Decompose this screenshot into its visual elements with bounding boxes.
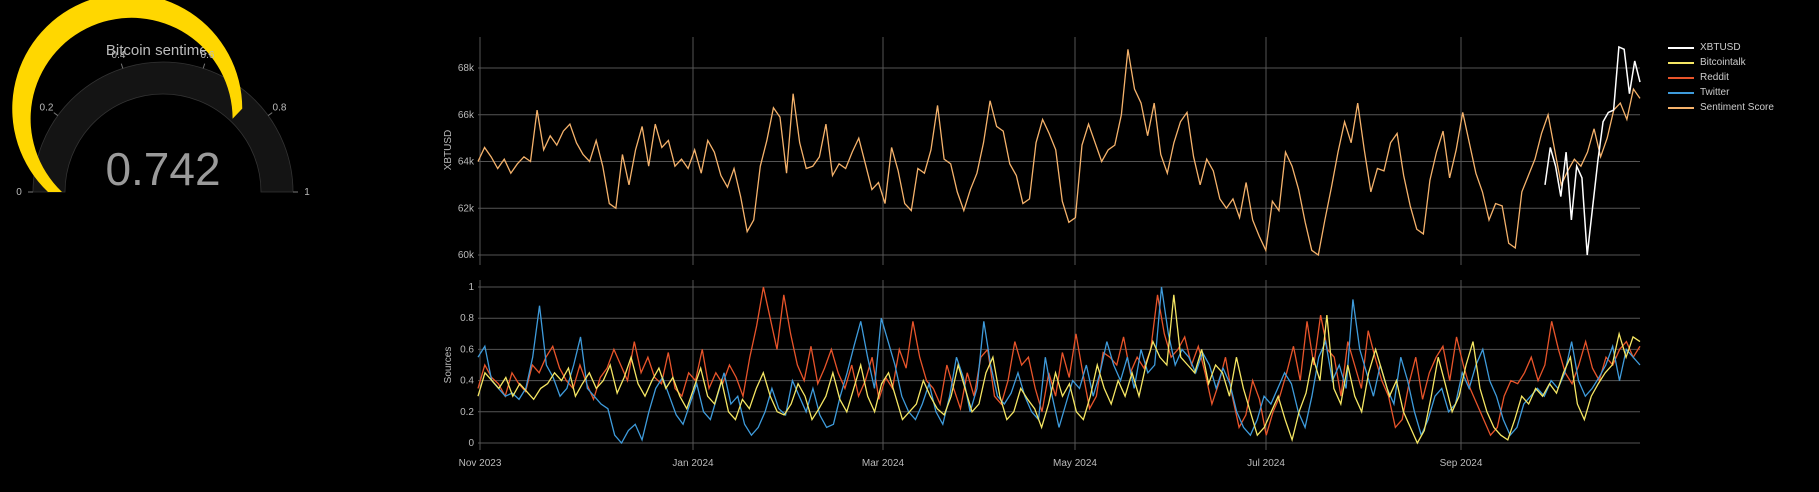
svg-text:Sep 2024: Sep 2024 xyxy=(1440,458,1483,469)
price-y-axis-label: XBTUSD xyxy=(443,130,454,171)
svg-text:0: 0 xyxy=(468,438,474,449)
legend-label: Reddit xyxy=(1700,72,1729,83)
svg-text:1: 1 xyxy=(304,187,310,198)
legend-label: Sentiment Score xyxy=(1700,102,1774,113)
legend-label: Bitcointalk xyxy=(1700,57,1746,68)
svg-text:0.6: 0.6 xyxy=(460,344,474,355)
gauge-svg: Bitcoin sentiment 0 0.2 0.4 0.6 0.8 1 0.742 xyxy=(12,0,310,198)
svg-text:64k: 64k xyxy=(458,157,475,168)
sources-grid: 0 0.2 0.4 0.6 0.8 1 xyxy=(460,280,1640,450)
gauge-value: 0.742 xyxy=(105,143,220,195)
svg-text:Jul 2024: Jul 2024 xyxy=(1247,458,1285,469)
price-grid: 60k 62k 64k 66k 68k xyxy=(458,37,1640,265)
svg-text:0.6: 0.6 xyxy=(201,50,215,61)
svg-text:Mar 2024: Mar 2024 xyxy=(862,458,905,469)
legend-swatch xyxy=(1668,91,1694,94)
legend-swatch xyxy=(1668,106,1694,109)
sources-chart[interactable]: 0 0.2 0.4 0.6 0.8 1 Sources xyxy=(443,280,1641,450)
legend-label: Twitter xyxy=(1700,87,1730,98)
price-lines xyxy=(477,45,1641,257)
svg-text:60k: 60k xyxy=(458,250,475,261)
legend-swatch xyxy=(1668,61,1694,64)
legend-item-sentiment-score[interactable]: Sentiment Score xyxy=(1668,100,1774,115)
x-axis-ticks: Nov 2023 Jan 2024 Mar 2024 May 2024 Jul 2024… xyxy=(459,458,1483,469)
gauge-track xyxy=(32,61,294,193)
svg-text:0.4: 0.4 xyxy=(460,376,474,387)
price-chart[interactable]: 60k 62k 64k 66k 68k XBTUSD xyxy=(443,37,1641,265)
svg-text:0.8: 0.8 xyxy=(273,102,287,113)
sentiment-gauge: Bitcoin sentiment 0 0.2 0.4 0.6 0.8 1 0.742 xyxy=(0,0,380,260)
gauge-ticks: 0 0.2 0.4 0.6 0.8 1 xyxy=(16,50,310,198)
sources-y-axis-label: Sources xyxy=(443,347,454,384)
svg-text:Nov 2023: Nov 2023 xyxy=(459,458,502,469)
svg-text:0.4: 0.4 xyxy=(112,50,126,61)
svg-text:0.8: 0.8 xyxy=(460,313,474,324)
sources-lines xyxy=(477,286,1641,445)
svg-text:62k: 62k xyxy=(458,203,475,214)
svg-text:0: 0 xyxy=(16,187,22,198)
legend-swatch xyxy=(1668,76,1694,79)
legend-item-reddit[interactable]: Reddit xyxy=(1668,70,1774,85)
svg-text:Jan 2024: Jan 2024 xyxy=(672,458,714,469)
gauge-value-bar xyxy=(12,0,243,192)
svg-text:0.2: 0.2 xyxy=(460,407,474,418)
svg-text:1: 1 xyxy=(468,282,474,293)
svg-text:0.2: 0.2 xyxy=(40,102,54,113)
legend-item-xbtusd[interactable]: XBTUSD xyxy=(1668,40,1774,55)
svg-text:66k: 66k xyxy=(458,110,475,121)
gauge-title: Bitcoin sentiment xyxy=(106,42,221,59)
svg-text:May 2024: May 2024 xyxy=(1053,458,1097,469)
legend: XBTUSD Bitcointalk Reddit Twitter Sentim… xyxy=(1668,40,1774,115)
svg-text:68k: 68k xyxy=(458,63,475,74)
legend-item-twitter[interactable]: Twitter xyxy=(1668,85,1774,100)
legend-label: XBTUSD xyxy=(1700,42,1741,53)
legend-swatch xyxy=(1668,46,1694,49)
legend-item-bitcointalk[interactable]: Bitcointalk xyxy=(1668,55,1774,70)
